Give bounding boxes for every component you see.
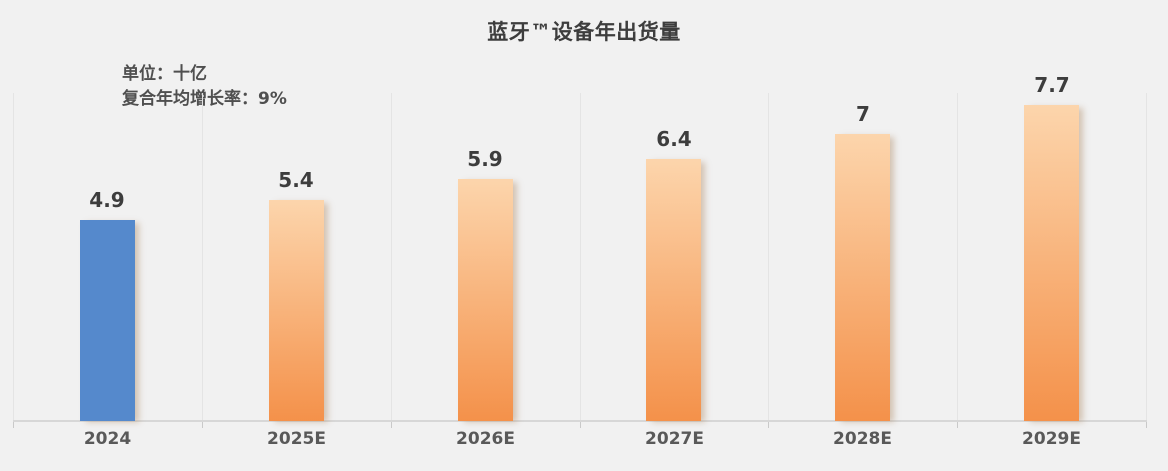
- category-gridline: [202, 93, 203, 421]
- x-axis-tick: [580, 422, 581, 428]
- bar-2024: [80, 220, 135, 421]
- x-axis-label-2025E: 2025E: [267, 429, 326, 449]
- x-axis-tick: [1146, 422, 1147, 428]
- bar-value-label-2028E: 7: [856, 102, 870, 126]
- bar-2027E: [646, 159, 701, 421]
- category-gridline: [580, 93, 581, 421]
- x-axis-tick: [391, 422, 392, 428]
- bar-value-label-2027E: 6.4: [656, 127, 692, 151]
- plot-area: [13, 93, 1147, 421]
- bar-2026E: [458, 179, 513, 421]
- category-gridline: [768, 93, 769, 421]
- x-axis-line: [13, 420, 1147, 422]
- x-axis-label-2029E: 2029E: [1022, 429, 1081, 449]
- chart-title: 蓝牙™设备年出货量: [487, 20, 681, 44]
- category-gridline: [391, 93, 392, 421]
- bar-value-label-2026E: 5.9: [467, 147, 503, 171]
- x-axis-tick: [13, 422, 14, 428]
- x-axis-tick: [957, 422, 958, 428]
- category-gridline: [13, 93, 14, 421]
- x-axis-tick: [768, 422, 769, 428]
- x-axis-label-2028E: 2028E: [833, 429, 892, 449]
- x-axis-tick: [202, 422, 203, 428]
- bar-2025E: [269, 200, 324, 421]
- x-axis-label-2027E: 2027E: [645, 429, 704, 449]
- x-axis-label-2026E: 2026E: [456, 429, 515, 449]
- x-axis-label-2024: 2024: [83, 429, 132, 449]
- bar-value-label-2025E: 5.4: [278, 168, 314, 192]
- category-gridline: [957, 93, 958, 421]
- bar-2029E: [1024, 105, 1079, 421]
- cagr-note: 复合年均增长率：9%: [122, 89, 287, 109]
- chart-annotations: 单位：十亿 复合年均增长率：9%: [122, 62, 287, 112]
- bar-2028E: [835, 134, 890, 421]
- category-gridline: [1146, 93, 1147, 421]
- bar-value-label-2029E: 7.7: [1034, 73, 1070, 97]
- unit-note: 单位：十亿: [122, 64, 207, 84]
- bar-value-label-2024: 4.9: [89, 188, 125, 212]
